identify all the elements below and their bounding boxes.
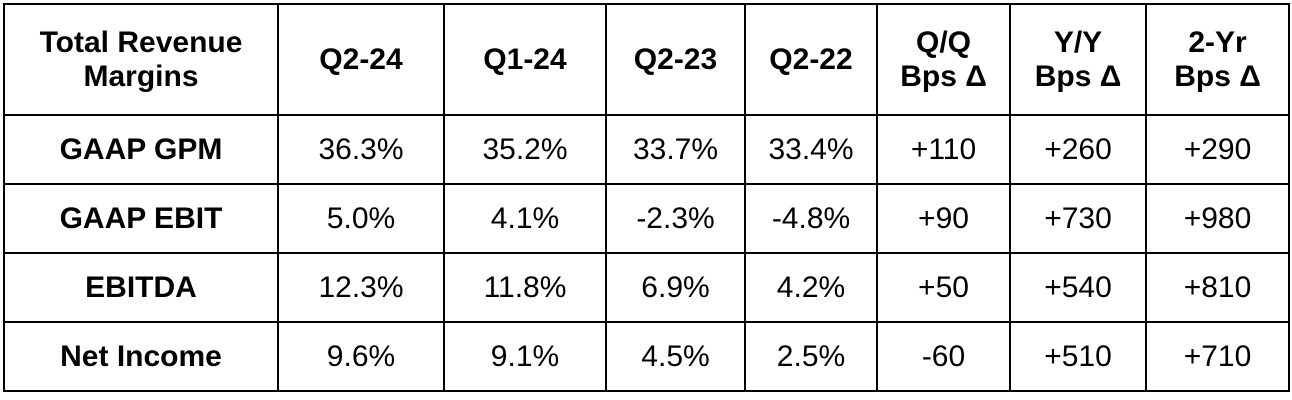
column-header-q2-23: Q2-23: [605, 3, 746, 116]
column-header-line1: 2-Yr: [1188, 25, 1247, 59]
table-cell: 4.5%: [605, 321, 746, 392]
table-cell: 33.7%: [605, 114, 746, 185]
row-label: GAAP GPM: [3, 114, 279, 185]
table-row: GAAP GPM 36.3% 35.2% 33.7% 33.4% +110 +2…: [3, 114, 1290, 185]
table-row: Net Income 9.6% 9.1% 4.5% 2.5% -60 +510 …: [3, 321, 1290, 392]
row-label: Net Income: [3, 321, 279, 392]
table-cell: 4.2%: [744, 252, 878, 323]
table-cell: 9.1%: [443, 321, 607, 392]
table-cell: +110: [876, 114, 1011, 185]
table-cell: +510: [1009, 321, 1147, 392]
table-cell: +980: [1145, 183, 1290, 254]
header-label-line2: Margins: [83, 59, 199, 93]
column-header-line1: Q2-24: [319, 42, 403, 76]
header-label-line1: Total Revenue: [39, 25, 243, 59]
header-label-cell: Total Revenue Margins: [3, 3, 279, 116]
table-cell: 33.4%: [744, 114, 878, 185]
column-header-q1-24: Q1-24: [443, 3, 607, 116]
table-cell: 12.3%: [277, 252, 445, 323]
table-cell: +90: [876, 183, 1011, 254]
table-cell: 11.8%: [443, 252, 607, 323]
table-cell: +260: [1009, 114, 1147, 185]
table-cell: -4.8%: [744, 183, 878, 254]
table-row: GAAP EBIT 5.0% 4.1% -2.3% -4.8% +90 +730…: [3, 183, 1290, 254]
table-cell: +730: [1009, 183, 1147, 254]
table-cell: 35.2%: [443, 114, 607, 185]
column-header-yy-bps: Y/Y Bps Δ: [1009, 3, 1147, 116]
row-label: GAAP EBIT: [3, 183, 279, 254]
table-cell: 6.9%: [605, 252, 746, 323]
table-cell: 36.3%: [277, 114, 445, 185]
table-cell: 4.1%: [443, 183, 607, 254]
column-header-line1: Y/Y: [1053, 25, 1103, 59]
revenue-margins-table: Total Revenue Margins Q2-24 Q1-24 Q2-23 …: [3, 3, 1290, 392]
table-cell: 5.0%: [277, 183, 445, 254]
table-cell: +710: [1145, 321, 1290, 392]
column-header-line1: Q1-24: [483, 42, 567, 76]
row-label: EBITDA: [3, 252, 279, 323]
header-row: Total Revenue Margins Q2-24 Q1-24 Q2-23 …: [3, 3, 1290, 116]
table-cell: +810: [1145, 252, 1290, 323]
column-header-line1: Q2-22: [769, 42, 853, 76]
table-cell: -2.3%: [605, 183, 746, 254]
column-header-line1: Q/Q: [915, 25, 971, 59]
table-cell: +540: [1009, 252, 1147, 323]
column-header-qq-bps: Q/Q Bps Δ: [876, 3, 1011, 116]
table-row: EBITDA 12.3% 11.8% 6.9% 4.2% +50 +540 +8…: [3, 252, 1290, 323]
table-cell: 2.5%: [744, 321, 878, 392]
column-header-q2-24: Q2-24: [277, 3, 445, 116]
column-header-line1: Q2-23: [633, 42, 718, 76]
column-header-line2: Bps Δ: [900, 59, 987, 93]
column-header-line2: Bps Δ: [1034, 59, 1122, 93]
column-header-q2-22: Q2-22: [744, 3, 878, 116]
table-cell: -60: [876, 321, 1011, 392]
table-cell: +50: [876, 252, 1011, 323]
column-header-2yr-bps: 2-Yr Bps Δ: [1145, 3, 1290, 116]
table-cell: +290: [1145, 114, 1290, 185]
column-header-line2: Bps Δ: [1174, 59, 1261, 93]
table-cell: 9.6%: [277, 321, 445, 392]
